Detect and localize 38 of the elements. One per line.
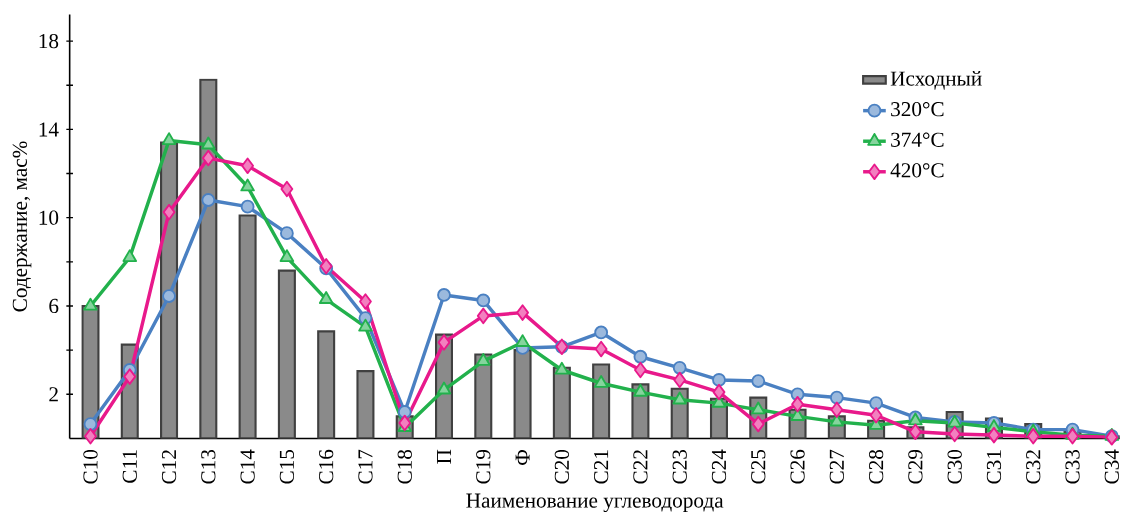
x-tick-label: C29 (908, 449, 923, 484)
x-tick-label: C12 (161, 450, 177, 484)
x-tick-label: C27 (829, 449, 844, 484)
x-tick-label: C33 (1065, 449, 1080, 484)
y-axis-title: Содержание, мас% (12, 141, 32, 312)
x-tick-label: C23 (672, 449, 687, 484)
legend-label: 374°C (891, 132, 944, 147)
x-tick-label: C25 (751, 449, 766, 484)
x-tick-label: C26 (790, 449, 805, 484)
x-tick-label: П (437, 449, 451, 464)
x-tick-label: C11 (122, 450, 137, 483)
y-tick-label: 14 (39, 122, 59, 137)
x-tick-label: C31 (986, 450, 1002, 484)
x-tick-label: C24 (711, 449, 727, 484)
x-tick-label: C13 (201, 449, 216, 484)
x-tick-label: C19 (476, 449, 491, 484)
x-tick-label: C14 (240, 449, 255, 484)
x-tick-label: C34 (1104, 449, 1119, 484)
x-tick-label: C30 (947, 449, 962, 484)
x-tick-label: C10 (83, 449, 98, 484)
y-tick-label: 10 (39, 210, 59, 225)
x-tick-label: C21 (594, 450, 609, 484)
legend-label: Исходный (890, 71, 982, 90)
x-tick-label: Ф (515, 449, 530, 466)
x-tick-label: C18 (397, 449, 412, 484)
x-tick-label: C15 (279, 449, 295, 484)
legend-label: 420°C (890, 163, 944, 178)
x-tick-label: C16 (319, 449, 334, 484)
legend-label: 320°C (891, 102, 944, 117)
x-tick-label: C22 (633, 450, 648, 484)
y-tick-label: 6 (49, 298, 59, 314)
x-tick-label: C17 (358, 449, 373, 484)
x-tick-label: C28 (868, 449, 884, 484)
x-axis-title: Наименование углеводорода (466, 493, 724, 513)
y-tick-label: 2 (49, 387, 58, 402)
x-tick-label: C32 (1026, 450, 1041, 484)
x-tick-label: C20 (554, 449, 570, 484)
y-tick-label: 18 (39, 33, 59, 49)
